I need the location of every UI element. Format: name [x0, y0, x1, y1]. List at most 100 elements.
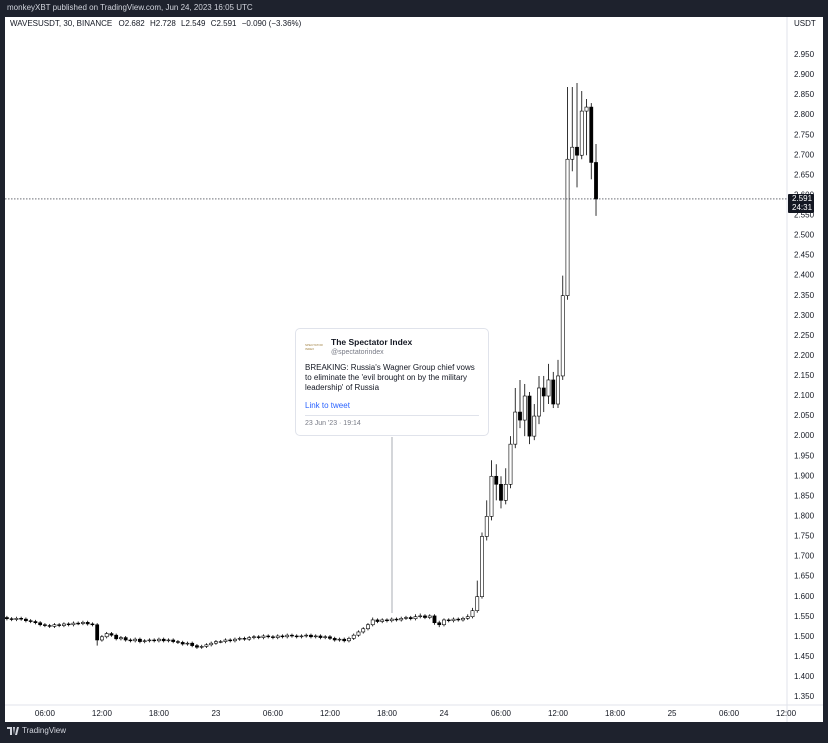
candle-body	[565, 158, 570, 296]
legend-high: H2.728	[150, 19, 176, 28]
tweet-author-block: The Spectator Index @spectatorindex	[331, 337, 412, 356]
candle-body	[423, 615, 427, 618]
candle-body	[347, 638, 351, 642]
candle-body	[556, 375, 560, 405]
candle-body	[461, 618, 465, 621]
candle-body	[57, 624, 62, 626]
candle-body	[190, 642, 195, 646]
tweet-card: SPECTATOR INDEX The Spectator Index @spe…	[295, 328, 489, 436]
y-tick-label: 2.300	[794, 311, 815, 320]
candle-body	[28, 620, 33, 622]
candle-body	[76, 622, 81, 625]
candle-body	[418, 615, 423, 618]
candle-body	[499, 483, 503, 501]
candle-body	[66, 623, 71, 626]
x-tick-label: 06:00	[719, 709, 740, 718]
y-tick-label: 1.800	[794, 512, 815, 521]
y-tick-label: 1.350	[794, 692, 815, 701]
candle-body	[532, 415, 537, 437]
candle-body	[309, 634, 313, 638]
candle-body	[152, 639, 157, 642]
candle-body	[456, 618, 461, 621]
y-tick-label: 1.950	[794, 451, 815, 460]
candle-body	[442, 619, 446, 626]
legend-close: C2.591	[211, 19, 237, 28]
candle-body	[551, 379, 556, 405]
candle-body	[119, 637, 123, 640]
candle-body	[275, 635, 280, 638]
y-tick-label: 2.800	[794, 110, 815, 119]
candle-body	[176, 641, 180, 643]
y-tick-label: 2.650	[794, 170, 815, 179]
candle-body	[361, 628, 366, 633]
candle-body	[280, 635, 285, 638]
candle-body	[323, 636, 328, 638]
y-tick-label: 2.550	[794, 211, 815, 220]
candle-body	[385, 619, 389, 622]
y-tick-label: 1.400	[794, 672, 815, 681]
y-tick-label: 2.100	[794, 391, 815, 400]
tweet-link[interactable]: Link to tweet	[305, 401, 350, 410]
candle-body	[299, 635, 304, 638]
candle-body	[513, 411, 518, 445]
y-tick-label: 2.500	[794, 231, 815, 240]
candle-body	[133, 638, 138, 642]
y-tick-label: 2.950	[794, 50, 815, 59]
candle-body	[408, 617, 413, 620]
candle-body	[223, 639, 228, 642]
y-tick-label: 1.650	[794, 572, 815, 581]
candle-body	[546, 379, 551, 397]
legend-open: O2.682	[118, 19, 145, 28]
brand-logo	[7, 726, 19, 735]
tweet-header: SPECTATOR INDEX The Spectator Index @spe…	[305, 337, 479, 356]
y-tick-label: 1.550	[794, 612, 815, 621]
candle-body	[85, 622, 90, 625]
candle-body	[451, 618, 456, 622]
candle-body	[337, 638, 342, 641]
candle-body	[195, 645, 199, 648]
candle-body	[218, 641, 223, 643]
candle-body	[38, 622, 43, 626]
candle-body	[180, 642, 185, 645]
candle-body	[9, 618, 14, 620]
candle-body	[52, 624, 57, 627]
candle-body	[370, 619, 375, 626]
candle-body	[522, 395, 527, 421]
x-tick-label: 12:00	[320, 709, 341, 718]
y-tick-label: 2.250	[794, 331, 815, 340]
y-tick-label: 1.900	[794, 471, 815, 480]
y-tick-label: 1.450	[794, 652, 815, 661]
candle-body	[271, 636, 275, 638]
candle-body	[399, 618, 404, 621]
countdown-label: 24:31	[792, 203, 813, 212]
x-tick-label: 12:00	[92, 709, 113, 718]
tweet-handle: @spectatorindex	[331, 349, 384, 356]
candle-body	[432, 615, 437, 624]
candle-body	[109, 633, 114, 636]
candle-body	[100, 636, 104, 641]
candle-body	[157, 638, 161, 642]
candle-body	[247, 637, 252, 640]
tweet-text: BREAKING: Russia's Wagner Group chief vo…	[305, 363, 475, 392]
candle-body	[394, 618, 399, 621]
y-tick-label: 2.400	[794, 271, 815, 280]
y-tick-label: 2.150	[794, 371, 815, 380]
candle-body	[285, 634, 290, 638]
symbol-legend: WAVESUSDT, 30, BINANCE O2.682 H2.728 L2.…	[10, 19, 302, 28]
price-axis-unit: USDT	[794, 19, 816, 28]
x-tick-label: 25	[668, 709, 677, 718]
candle-body	[446, 619, 451, 622]
candle-body	[81, 622, 85, 624]
x-tick-label: 12:00	[776, 709, 797, 718]
candle-body	[204, 644, 209, 647]
y-tick-label: 2.900	[794, 70, 815, 79]
candle-body	[328, 636, 332, 639]
candle-body	[5, 617, 9, 620]
candle-body	[237, 638, 242, 640]
candle-body	[437, 622, 442, 626]
x-tick-label: 06:00	[35, 709, 56, 718]
candle-body	[266, 635, 271, 638]
candle-body	[233, 638, 237, 642]
candle-body	[252, 636, 256, 638]
